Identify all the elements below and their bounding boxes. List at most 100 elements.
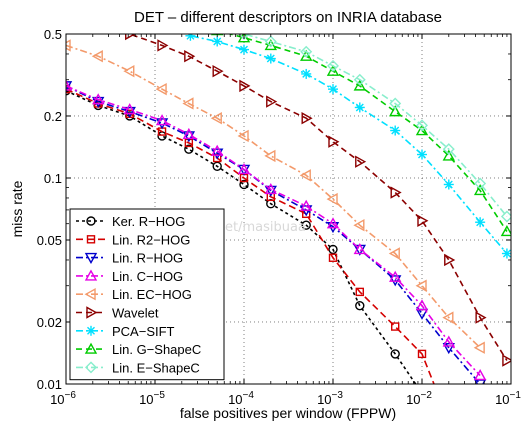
legend-label: Lin. G−ShapeC (112, 342, 201, 357)
data-point (355, 287, 364, 297)
data-point (389, 270, 402, 282)
x-tick-base: 10 (317, 392, 331, 407)
data-point (237, 163, 251, 175)
data-point (353, 242, 366, 255)
legend-marker (86, 216, 96, 226)
legend-entry: Ker. R−HOG (76, 214, 185, 229)
star-stroke (213, 37, 222, 46)
x-axis-label: false positives per window (FPPW) (180, 405, 396, 421)
data-point (353, 79, 366, 91)
data-point (123, 103, 136, 115)
data-point (239, 79, 251, 93)
data-point (473, 341, 485, 354)
data-point (182, 127, 196, 139)
data-point (300, 45, 313, 58)
star-stroke (444, 180, 453, 189)
series-6 (125, 34, 511, 367)
data-point (92, 93, 105, 105)
data-point (125, 34, 137, 41)
data-point (155, 114, 169, 126)
series-line (227, 34, 508, 232)
data-point (473, 369, 487, 381)
data-point (266, 95, 278, 108)
data-point (500, 225, 511, 237)
data-point (301, 220, 311, 230)
series-9 (238, 34, 511, 223)
series-line (66, 88, 435, 384)
legend-marker (84, 288, 96, 301)
legend-entry: Lin. R−HOG (76, 251, 183, 266)
x-tick-exponent: −5 (154, 390, 166, 401)
data-point (391, 322, 400, 331)
y-tick-label: 0.2 (44, 109, 62, 124)
series-line (126, 34, 508, 361)
x-tick-exponent: −1 (510, 390, 522, 401)
data-point (300, 49, 313, 61)
legend-label: PCA−SIFT (112, 324, 175, 339)
data-point (300, 199, 313, 211)
data-point (442, 335, 455, 347)
data-point (91, 50, 103, 63)
legend-marker (86, 306, 98, 319)
chart-title: DET – different descriptors on INRIA dat… (134, 9, 442, 26)
x-tick-base: 10 (406, 392, 420, 407)
data-point (390, 186, 402, 199)
data-point (442, 343, 455, 355)
legend-entry: Lin. E−ShapeC (76, 360, 200, 375)
data-point (434, 390, 441, 397)
data-point (442, 149, 455, 161)
legend-marker (84, 342, 98, 354)
data-point (388, 247, 400, 260)
data-point (353, 219, 365, 232)
data-point (328, 244, 338, 255)
star-stroke (302, 69, 311, 78)
star-stroke (476, 218, 485, 227)
star-stroke (502, 249, 511, 258)
data-point (123, 64, 135, 78)
data-point (328, 253, 338, 262)
y-tick-label: 0.5 (44, 27, 62, 42)
legend-entry: Lin. G−ShapeC (76, 342, 201, 357)
data-point (264, 149, 276, 163)
series-4 (66, 79, 487, 381)
series-5 (66, 39, 485, 354)
data-point (212, 161, 222, 171)
y-tick-label: 0.02 (37, 315, 62, 330)
legend-marker (85, 361, 97, 374)
legend-label: Lin. E−ShapeC (112, 360, 200, 375)
legend-entry: Lin. R2−HOG (76, 232, 190, 247)
star-stroke (418, 150, 426, 159)
data-point (264, 185, 277, 197)
data-point (265, 53, 276, 64)
data-point (444, 253, 456, 267)
data-point (417, 349, 427, 359)
y-tick-label: 0.05 (37, 233, 62, 248)
data-point (389, 97, 402, 110)
data-point (264, 182, 277, 195)
y-tick-label: 0.1 (44, 171, 62, 186)
data-point (211, 144, 224, 156)
data-point (475, 311, 487, 324)
x-tick-label: 10−1 (495, 390, 521, 407)
data-point (301, 112, 313, 125)
x-tick-base: 10 (50, 392, 64, 407)
data-point (326, 192, 338, 206)
star-stroke (355, 103, 364, 112)
data-point (301, 68, 312, 79)
plot-frame (65, 33, 512, 385)
data-point (473, 184, 487, 196)
data-point (155, 82, 167, 96)
data-point (327, 59, 339, 72)
legend-marker (86, 325, 96, 336)
data-point (212, 36, 223, 47)
legend-entry: Lin. C−HOG (76, 269, 183, 284)
data-point (184, 138, 194, 148)
data-point (353, 73, 366, 86)
data-point (185, 34, 196, 41)
legend-label: Wavelet (112, 306, 159, 321)
x-tick-base: 10 (495, 392, 509, 407)
series-line (66, 85, 481, 377)
data-point (389, 275, 402, 287)
x-tick-exponent: −3 (332, 390, 344, 401)
data-point (474, 177, 487, 190)
